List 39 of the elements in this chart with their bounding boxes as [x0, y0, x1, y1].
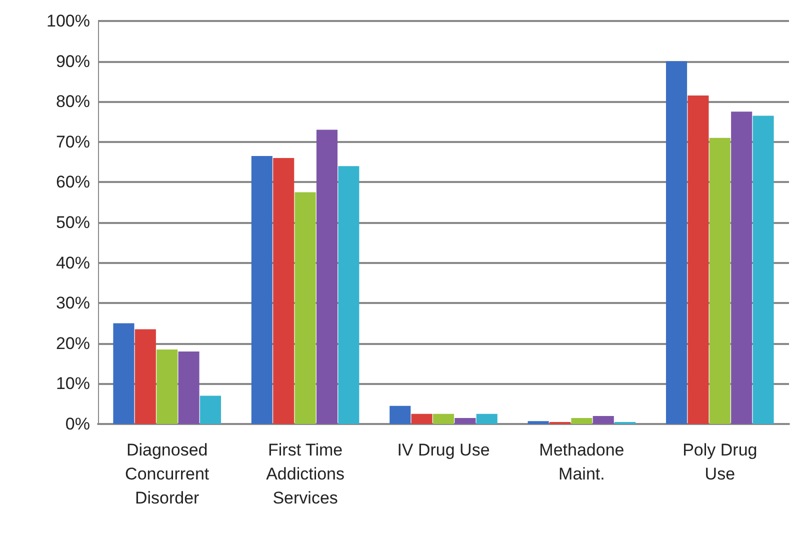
- x-tick-label: Methadone Maint.: [539, 440, 624, 484]
- bar: [251, 156, 272, 424]
- y-tick-label: 100%: [46, 12, 90, 30]
- bar: [200, 396, 221, 424]
- y-tick-label: 10%: [56, 374, 90, 394]
- y-tick-label: 50%: [56, 213, 90, 232]
- bar: [666, 61, 688, 424]
- bar: [113, 323, 134, 424]
- y-tick-label: 20%: [56, 334, 90, 353]
- bar: [294, 192, 316, 424]
- y-tick-label: 0%: [65, 414, 90, 434]
- bar: [571, 418, 592, 424]
- bar: [476, 414, 498, 424]
- bar: [432, 414, 454, 424]
- bar: [709, 138, 730, 424]
- y-tick-label: 40%: [56, 253, 90, 272]
- bar: [390, 406, 411, 424]
- bar: [178, 351, 200, 424]
- bar: [316, 130, 338, 424]
- x-tick-label: First Time Addictions Services: [266, 440, 345, 508]
- x-tick-label: IV Drug Use: [397, 440, 490, 460]
- bar: [156, 349, 178, 424]
- y-tick-label: 90%: [56, 52, 90, 71]
- bar: [134, 329, 156, 424]
- bar: [592, 416, 614, 424]
- bar: [752, 116, 774, 424]
- x-tick-label: Diagnosed Concurrent Disorder: [125, 440, 210, 508]
- x-tick-label: Poly Drug Use: [682, 440, 758, 484]
- bar: [688, 96, 709, 424]
- y-tick-label: 30%: [56, 294, 90, 313]
- y-tick-label: 60%: [56, 172, 90, 192]
- bar: [273, 158, 294, 424]
- y-tick-label: 80%: [56, 92, 90, 112]
- bar: [731, 112, 752, 424]
- bar: [338, 166, 360, 424]
- y-tick-label: 70%: [56, 132, 90, 152]
- bar: [411, 414, 432, 424]
- bar: [528, 421, 549, 424]
- bar: [454, 418, 476, 424]
